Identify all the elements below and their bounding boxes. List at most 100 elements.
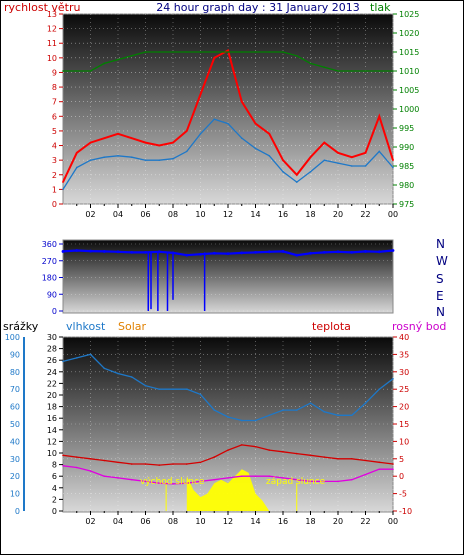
time-tick-label: 18 [305,517,315,526]
wind-gust-point [144,141,147,144]
wind-average-point [75,166,78,169]
dewpoint-point [254,475,257,478]
wind-direction-point [309,251,312,255]
humidity-point [295,409,298,411]
dewpoint-point [227,477,229,479]
wind-direction-point [267,250,271,254]
time-tick-label: 22 [360,517,370,526]
wind-tick-label: 5 [52,127,57,136]
wind-average-point [295,181,298,183]
solar-legend: Solar [118,320,147,333]
temperature-point [185,463,188,465]
humidity-tick-label: 14 [47,426,57,435]
time-tick-label: 14 [250,517,260,526]
rain-tick-label: 100 [5,333,20,342]
wind-average-point [309,171,312,173]
dewpoint-point [158,482,161,484]
temperature-point [117,461,119,464]
pressure-tick-label: 990 [399,143,414,152]
wind-gust-point [89,141,92,144]
rain-axis-title: srážky [3,320,39,333]
wind-gust-point [227,49,229,52]
pressure-point [103,62,106,65]
direction-tick-label: 0 [52,307,57,316]
wind-direction-point [226,252,230,256]
compass-axis: N W S E N [436,237,448,319]
dewpoint-point [185,482,188,484]
wind-average-point [282,171,284,173]
rain-axis: 0 10 20 30 40 50 60 70 80 90 100 [5,333,25,516]
time-tick-label: 12 [223,210,233,219]
dewpoint-point [103,475,106,478]
temperature-legend: teplota [312,320,351,333]
wind-gust-point [130,137,133,140]
dewpoint-point [62,464,64,467]
temperature-point [309,454,312,457]
wind-gust-point [323,141,326,144]
temperature-point [268,449,271,451]
pressure-point [89,70,92,72]
wind-direction-point [212,251,216,255]
humidity-point [213,409,216,411]
rain-tick-label: 0 [15,507,20,516]
wind-average-point [364,165,367,167]
wind-tick-label: 11 [47,39,57,48]
humidity-tick-label: 2 [52,495,57,504]
wind-direction-point [322,250,326,254]
compass-label-north-top: N [436,237,445,251]
compass-label-south: S [436,272,444,286]
temperature-axis: -10 -5 0 5 10 15 20 25 30 35 40 [393,333,412,516]
wind-direction-point [350,250,354,254]
time-tick-label: 04 [113,517,123,526]
temperature-tick-label: 40 [399,333,409,342]
wind-average-point [185,150,188,153]
dewpoint-point [323,480,326,483]
wind-tick-label: 9 [52,68,57,77]
time-tick-label: 00 [388,517,398,526]
humidity-tick-label: 26 [47,356,57,365]
dewpoint-point [309,480,312,483]
wind-gust-point [240,100,243,103]
humidity-legend: vlhkost [66,320,106,333]
humidity-tick-label: 6 [52,472,57,481]
wind-gust-point [103,137,106,140]
pressure-point [337,70,339,72]
humidity-tick-label: 12 [47,437,57,446]
humidity-tick-label: 16 [47,414,57,423]
pressure-point [199,51,202,53]
wind-tick-label: 0 [52,200,57,209]
wind-tick-label: 4 [52,142,57,151]
wind-panel-background [62,13,394,205]
solar-area [186,469,277,511]
pressure-point [309,62,312,65]
temperature-tick-label: 15 [399,420,409,429]
time-tick-label: 16 [278,210,288,219]
humidity-point [172,388,174,391]
wind-tick-label: 2 [52,171,57,180]
pressure-point [295,55,298,57]
rain-tick-label: 20 [10,472,20,481]
wind-gust-point [295,173,298,176]
humidity-tick-label: 22 [47,379,57,388]
temperature-point [62,454,64,457]
temperature-tick-label: -10 [399,507,412,516]
temperature-point [144,463,147,465]
humidity-point [378,388,381,391]
time-tick-label: 22 [360,210,370,219]
wind-average-point [213,118,216,121]
pressure-point [282,51,284,53]
humidity-point [337,414,339,417]
page-title: 24 hour graph day : 31 January 2013 [156,1,360,14]
pressure-point [378,70,381,72]
pressure-point [75,70,78,72]
dewpoint-point [350,478,353,481]
wind-gust-point [172,141,174,144]
wind-direction-point [336,250,340,254]
humidity-point [350,414,353,417]
compass-label-east: E [436,289,444,303]
wind-average-point [144,159,147,161]
wind-tick-label: 7 [52,98,57,107]
humidity-point [364,402,367,404]
